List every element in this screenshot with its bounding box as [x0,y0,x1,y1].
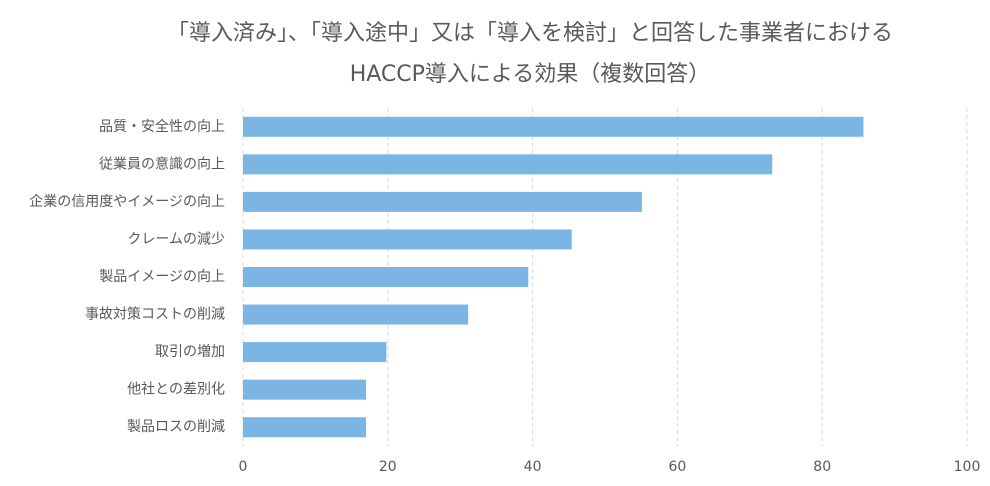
bar [243,116,864,137]
chart-title: 「導入済み」、「導入途中」又は「導入を検討」と回答した事業者における [167,21,893,46]
y-tick-label: 製品イメージの向上 [99,269,225,285]
bar [243,154,773,175]
y-tick-label: クレームの減少 [127,230,225,247]
x-tick-label: 0 [239,459,248,475]
y-tick-label: 製品ロスの削減 [127,418,225,435]
y-tick-label: 品質・安全性の向上 [99,118,225,135]
bar [243,417,367,438]
y-tick-label: 取引の増加 [155,344,225,360]
x-tick-label: 100 [954,459,981,475]
x-tick-label: 40 [524,459,542,475]
bar [243,191,642,212]
bar [243,304,469,325]
bar [243,379,367,400]
y-tick-label: 従業員の意識の向上 [99,155,225,172]
bar [243,342,387,363]
x-tick-label: 20 [379,459,397,475]
chart-title: HACCP導入による効果（複数回答） [350,62,711,87]
y-tick-label: 企業の信用度やイメージの向上 [29,193,225,210]
x-tick-label: 60 [668,459,686,475]
bar [243,267,529,287]
x-tick-label: 80 [813,459,831,475]
y-tick-label: 他社との差別化 [127,382,225,398]
bar [243,229,572,250]
y-tick-label: 事故対策コストの削減 [85,306,225,323]
